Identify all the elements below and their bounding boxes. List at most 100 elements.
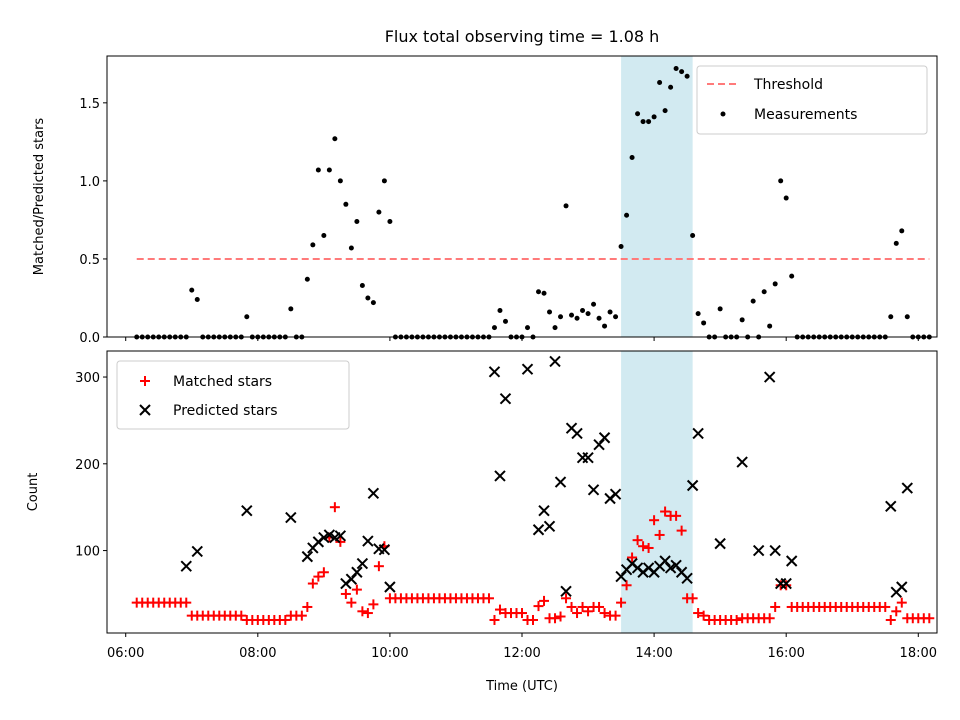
matched-star-point xyxy=(594,601,605,612)
measurement-point xyxy=(684,73,690,79)
predicted-star-point xyxy=(285,511,297,524)
measurement-point xyxy=(497,307,503,313)
matched-star-point xyxy=(517,608,527,619)
predicted-star-point xyxy=(670,559,682,572)
predicted-star-point xyxy=(885,500,897,513)
measurement-point xyxy=(899,228,905,234)
matched-star-point xyxy=(296,610,307,621)
predicted-star-point xyxy=(538,504,550,517)
measurement-point xyxy=(783,195,789,201)
measurement-point xyxy=(613,314,619,320)
measurement-point xyxy=(194,297,200,303)
measurement-point xyxy=(690,233,696,239)
predicted-star-point xyxy=(896,581,908,593)
measurement-point xyxy=(673,65,679,71)
predicted-star-point xyxy=(180,560,192,572)
x-tick-label: 18:00 xyxy=(900,646,937,661)
matched-star-point xyxy=(346,597,357,608)
measurement-point xyxy=(778,178,784,184)
predicted-star-point xyxy=(488,366,501,378)
bottom-y-axis-label: Count xyxy=(26,473,41,512)
x-tick-label: 10:00 xyxy=(371,646,408,661)
measurement-point xyxy=(552,325,558,331)
predicted-star-point xyxy=(587,484,600,496)
matched-star-point xyxy=(660,506,671,517)
measurement-point xyxy=(321,233,327,239)
measurement-point xyxy=(679,69,685,75)
legend-matched-swatch xyxy=(140,376,150,386)
matched-star-point xyxy=(236,610,247,621)
predicted-star-point xyxy=(714,537,726,550)
measurement-point xyxy=(337,178,343,184)
matched-star-point xyxy=(731,614,742,625)
measurement-point xyxy=(310,242,316,248)
matched-star-point xyxy=(528,614,539,625)
top-legend: Threshold Measurements xyxy=(696,65,928,135)
matched-star-point xyxy=(616,597,627,608)
measurement-point xyxy=(596,315,602,321)
measurement-point xyxy=(640,119,646,125)
predicted-star-point xyxy=(494,470,506,482)
predicted-star-point xyxy=(241,504,253,517)
legend-measurements-swatch xyxy=(720,111,726,117)
predicted-star-point xyxy=(356,557,369,570)
measurement-point xyxy=(359,282,365,288)
matched-star-point xyxy=(649,515,660,526)
measurement-point xyxy=(739,317,745,323)
predicted-star-point xyxy=(593,439,605,451)
matched-star-point xyxy=(896,597,907,608)
measurement-point xyxy=(304,276,310,282)
bottom-y-tick-label: 300 xyxy=(75,371,100,386)
counts-panel: 100 200 300 06:00 08:00 10:00 12:00 14:00 16:00… xyxy=(26,350,938,694)
legend-measurements-label: Measurements xyxy=(754,107,857,123)
measurement-point xyxy=(315,167,321,173)
measurement-point xyxy=(602,323,608,329)
predicted-star-point xyxy=(615,570,627,583)
x-tick-label: 12:00 xyxy=(503,646,540,661)
predicted-star-point xyxy=(323,529,336,541)
matched-star-point xyxy=(627,552,638,563)
measurement-point xyxy=(536,289,542,295)
matched-star-point xyxy=(632,535,643,546)
matched-star-point xyxy=(924,613,935,624)
matched-star-point xyxy=(539,595,550,606)
measurement-point xyxy=(772,281,778,287)
measurement-point xyxy=(491,325,497,331)
matched-star-point xyxy=(880,601,891,612)
predicted-star-point xyxy=(345,573,358,585)
measurement-point xyxy=(502,318,508,324)
measurement-point xyxy=(525,325,531,331)
measurement-point xyxy=(326,167,332,173)
predicted-star-point xyxy=(681,572,693,585)
matched-star-point xyxy=(566,601,577,612)
measurement-point xyxy=(893,240,899,246)
measurement-point xyxy=(189,287,195,293)
top-y-tick-label: 0.0 xyxy=(79,331,100,346)
measurement-point xyxy=(607,309,613,315)
predicted-star-point xyxy=(384,581,396,593)
measurement-point xyxy=(789,273,795,279)
matched-star-point xyxy=(577,601,588,612)
measurement-point xyxy=(717,306,723,312)
predicted-star-point xyxy=(191,545,203,558)
legend-predicted-label: Predicted stars xyxy=(173,403,278,419)
measurement-point xyxy=(244,314,250,320)
matched-star-point xyxy=(351,584,362,595)
measurement-point xyxy=(365,295,371,301)
matched-stars-points xyxy=(131,502,935,625)
matched-star-point xyxy=(533,601,544,612)
legend-matched-label: Matched stars xyxy=(173,374,272,390)
matched-star-point xyxy=(885,614,896,625)
measurement-point xyxy=(618,243,624,249)
predicted-star-point xyxy=(301,550,314,563)
predicted-star-point xyxy=(549,355,561,368)
measurement-point xyxy=(563,203,569,209)
measurement-point xyxy=(701,320,707,326)
matched-star-point xyxy=(891,606,902,617)
measurement-point xyxy=(580,307,586,313)
x-tick-label: 16:00 xyxy=(767,646,804,661)
matched-star-point xyxy=(373,561,384,572)
matched-star-point xyxy=(572,608,583,619)
legend-threshold-label: Threshold xyxy=(753,77,823,93)
predicted-star-point xyxy=(659,555,671,567)
